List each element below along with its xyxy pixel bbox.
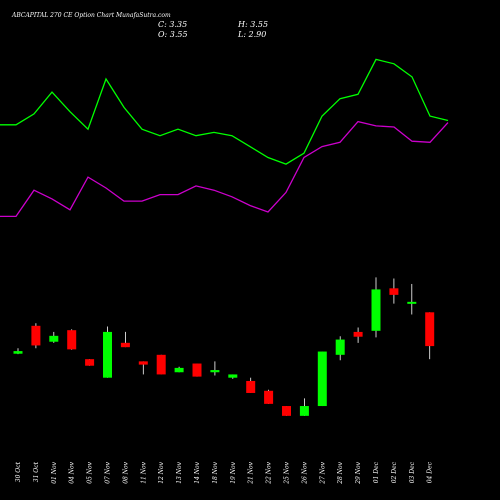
- candle-body-down: [353, 331, 363, 337]
- high-value: H: 3.55: [238, 20, 269, 29]
- candle-body-up: [371, 289, 381, 331]
- x-tick-label: 01 Dec: [373, 461, 380, 483]
- candle: [353, 327, 363, 343]
- candle: [174, 366, 184, 373]
- candle: [49, 331, 59, 343]
- candle: [192, 363, 202, 377]
- x-tick-label: 30 Oct: [15, 461, 22, 482]
- candle: [264, 389, 274, 404]
- x-tick-label: 28 Nov: [337, 461, 344, 484]
- candle-body-up: [335, 339, 345, 355]
- x-tick-label: 02 Dec: [391, 461, 398, 483]
- x-tick-label: 01 Nov: [51, 461, 58, 483]
- candle-body-down: [246, 380, 256, 393]
- candle: [335, 336, 345, 361]
- candle-body-up: [210, 370, 220, 373]
- x-tick-label: 13 Nov: [176, 461, 183, 483]
- x-tick-label: 08 Nov: [122, 461, 129, 483]
- candle: [210, 361, 220, 376]
- candle-body-up: [407, 301, 417, 304]
- x-tick-label: 07 Nov: [105, 461, 112, 483]
- x-tick-label: 11 Nov: [140, 461, 147, 483]
- candle-body-down: [120, 342, 130, 348]
- candle: [299, 398, 309, 416]
- x-tick-label: 12 Nov: [158, 461, 165, 483]
- upper-band-line: [0, 58, 449, 165]
- x-tick-label: 26 Nov: [301, 461, 308, 484]
- x-tick-label: 04 Dec: [427, 461, 434, 483]
- candle: [371, 277, 381, 338]
- candle: [389, 278, 399, 304]
- candle: [156, 354, 166, 375]
- x-tick-label: 22 Nov: [266, 461, 273, 484]
- candle-body-down: [282, 406, 291, 416]
- x-tick-label: 21 Nov: [248, 461, 255, 484]
- chart-title: ABCAPITAL 270 CE Option Chart MunafaSutr…: [12, 12, 171, 19]
- x-tick-label: 14 Nov: [194, 461, 201, 483]
- candle-body-down: [67, 330, 77, 350]
- candle-body-down: [264, 390, 274, 404]
- candle-body-up: [317, 351, 327, 407]
- x-tick-label: 05 Nov: [87, 461, 94, 483]
- candle-body-up: [174, 367, 184, 373]
- x-tick-label: 03 Dec: [409, 461, 416, 483]
- candle: [407, 283, 417, 315]
- candle: [425, 312, 435, 360]
- candle-body-up: [299, 406, 309, 416]
- candle: [228, 374, 238, 379]
- x-tick-label: 27 Nov: [319, 461, 326, 484]
- close-value: C: 3.35: [158, 20, 188, 29]
- candle-body-up: [228, 374, 238, 378]
- x-tick-label: 29 Nov: [355, 461, 362, 484]
- candle-body-down: [85, 359, 95, 366]
- candle: [317, 351, 327, 407]
- open-value: O: 3.55: [158, 30, 188, 39]
- candle: [13, 348, 23, 355]
- candle-body-down: [389, 288, 399, 295]
- candle: [120, 331, 130, 348]
- candle-body-down: [138, 361, 148, 365]
- x-tick-label: 31 Oct: [33, 461, 40, 482]
- x-tick-label: 18 Nov: [212, 461, 219, 483]
- candle: [31, 323, 41, 349]
- candle: [67, 329, 77, 350]
- candle: [282, 406, 291, 416]
- candle-body-up: [49, 335, 59, 342]
- candle-body-down: [425, 312, 435, 347]
- candle-body-down: [156, 354, 166, 375]
- low-value: L: 2.90: [238, 30, 267, 39]
- candle-body-up: [103, 331, 112, 378]
- x-tick-label: 04 Nov: [69, 461, 76, 483]
- x-tick-label: 19 Nov: [230, 461, 237, 483]
- candle: [85, 359, 95, 366]
- candle-body-down: [192, 363, 202, 377]
- candle-body-down: [31, 325, 41, 346]
- candle: [246, 377, 256, 393]
- x-tick-label: 25 Nov: [284, 461, 291, 484]
- candle: [103, 326, 112, 378]
- candle: [138, 361, 148, 375]
- lower-band-line: [0, 120, 449, 218]
- candle-body-up: [13, 351, 23, 354]
